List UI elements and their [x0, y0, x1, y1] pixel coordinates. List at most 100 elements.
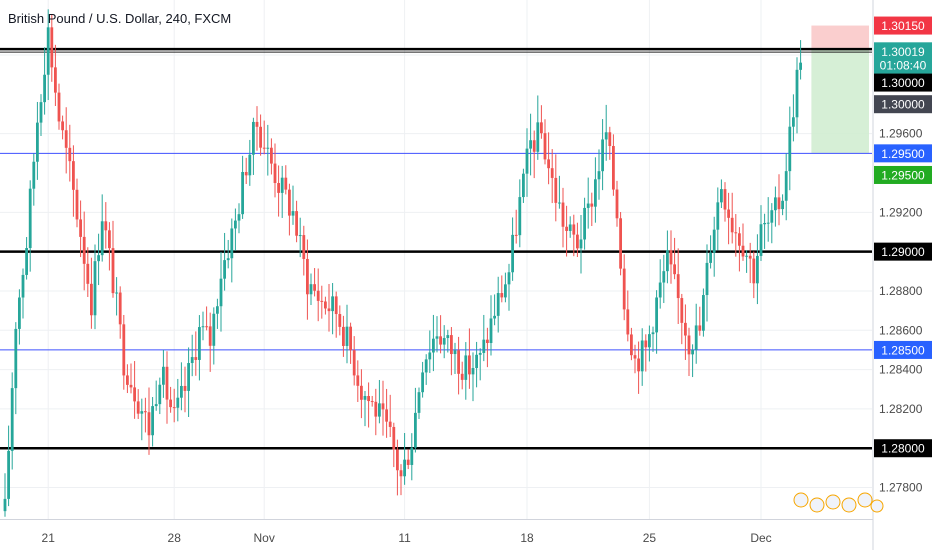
- candle-body: [784, 171, 788, 201]
- candle-body: [122, 324, 126, 376]
- price-badge: [874, 16, 932, 35]
- candle-body: [198, 327, 201, 360]
- price-badge-label: 1.28000: [881, 442, 925, 456]
- candle-body: [410, 447, 414, 465]
- candle-body: [464, 355, 468, 380]
- candle-body: [619, 218, 622, 269]
- candle-body: [280, 177, 284, 193]
- price-badge-label: 1.29500: [881, 168, 925, 182]
- price-badge: [874, 340, 932, 359]
- price-badge: [874, 144, 932, 163]
- candle-body: [475, 354, 478, 369]
- candle-body: [208, 326, 212, 346]
- y-tick-label: 1.28600: [879, 323, 923, 337]
- candle-body: [216, 306, 219, 314]
- candle-body: [367, 396, 370, 402]
- candle-body: [788, 126, 792, 172]
- candle-body: [529, 140, 532, 149]
- y-tick-label: 1.29600: [879, 127, 923, 141]
- candle-body: [604, 132, 608, 140]
- candle-body: [748, 255, 752, 259]
- x-tick-label: Nov: [254, 531, 275, 545]
- candle-body: [320, 300, 324, 302]
- price-badge-label: 1.29000: [881, 245, 925, 259]
- x-tick-label: 18: [520, 531, 534, 545]
- candle-body: [705, 262, 709, 296]
- price-badge: [874, 165, 932, 184]
- candle-body: [536, 122, 540, 152]
- candle-body: [360, 385, 363, 400]
- candle-body: [349, 326, 352, 351]
- candle-body: [550, 168, 554, 178]
- candle-body: [169, 399, 172, 408]
- candle-body: [540, 122, 543, 134]
- candle-body: [3, 498, 7, 512]
- candle-body: [288, 189, 291, 216]
- candle-body: [262, 147, 266, 149]
- candle-body: [39, 102, 43, 123]
- take-profit-zone: [811, 49, 869, 154]
- candle-body: [738, 233, 741, 246]
- candle-body: [561, 202, 565, 227]
- candle-body: [302, 235, 306, 259]
- candle-body: [730, 217, 734, 233]
- candle-body: [154, 404, 158, 407]
- candle-body: [273, 163, 277, 184]
- candle-body: [392, 426, 396, 450]
- candle-body: [18, 297, 21, 329]
- price-badge: [874, 95, 932, 114]
- events-flags-icon[interactable]: [793, 492, 884, 513]
- candle-body: [111, 248, 115, 294]
- candle-body: [201, 326, 205, 328]
- candle-body: [612, 146, 615, 190]
- candle-body: [734, 232, 738, 234]
- candle-body: [428, 352, 432, 360]
- candle-body: [244, 172, 248, 176]
- candle-body: [46, 27, 50, 75]
- candle-body: [147, 412, 151, 436]
- candle-body: [187, 363, 190, 391]
- stop-loss-zone: [811, 25, 869, 50]
- candle-body: [14, 328, 18, 389]
- candle-body: [504, 284, 507, 298]
- candle-body: [579, 239, 583, 249]
- candle-body: [241, 172, 244, 215]
- candle-body: [532, 140, 536, 152]
- candle-body: [248, 154, 252, 176]
- y-tick-label: 1.28800: [879, 284, 923, 298]
- candle-body: [468, 355, 471, 375]
- candle-body: [61, 121, 64, 131]
- candle-body: [399, 470, 403, 477]
- candle-body: [471, 368, 475, 375]
- candle-body: [316, 290, 320, 301]
- candle-body: [770, 210, 774, 223]
- candle-body: [763, 222, 766, 225]
- candle-body: [93, 261, 97, 316]
- candle-body: [237, 214, 241, 221]
- candle-body: [745, 255, 748, 257]
- candle-body: [637, 358, 640, 372]
- candle-body: [277, 183, 280, 193]
- candle-body: [10, 388, 14, 451]
- candle-body: [662, 271, 666, 283]
- y-tick-label: 1.29200: [879, 205, 923, 219]
- candle-body: [586, 203, 590, 208]
- candle-body: [507, 272, 511, 285]
- candle-body: [583, 207, 586, 240]
- candle-body: [460, 373, 464, 380]
- candle-body: [43, 74, 46, 103]
- candle-body: [108, 230, 111, 249]
- candle-body: [457, 350, 460, 374]
- candle-body: [266, 147, 270, 149]
- candle-body: [338, 314, 342, 327]
- candle-body: [378, 403, 381, 417]
- candle-body: [493, 315, 496, 319]
- candle-body: [205, 326, 208, 328]
- candle-body: [680, 298, 684, 323]
- candle-body: [774, 197, 777, 211]
- candle-body: [658, 282, 662, 298]
- candle-body: [644, 340, 648, 348]
- candle-body: [554, 177, 558, 203]
- candle-body: [741, 245, 745, 257]
